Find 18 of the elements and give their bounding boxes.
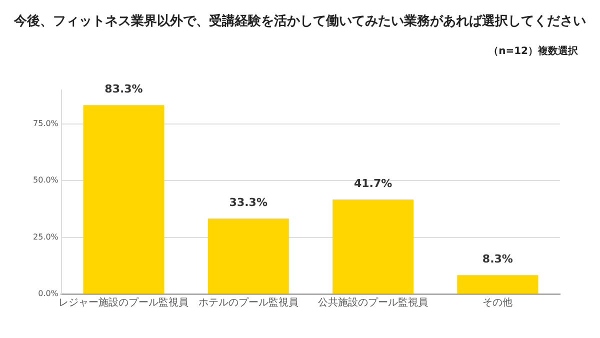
y-tick-label: 50.0%: [32, 176, 59, 185]
data-label: 33.3%: [229, 196, 268, 209]
x-tick-label: 公共施設のプール監視員: [318, 296, 428, 309]
y-tick-label: 25.0%: [32, 232, 59, 242]
y-tick-label: 75.0%: [32, 119, 59, 128]
bar: [83, 105, 164, 294]
bar: [457, 275, 538, 294]
data-label: 83.3%: [104, 82, 143, 96]
chart-subtitle: （n=12）複数選択: [488, 44, 578, 58]
data-label: 8.3%: [482, 252, 513, 266]
chart-title: 今後、フィットネス業界以外で、受講経験を活かして働いてみたい業務があれば選択してください: [12, 12, 587, 30]
y-tick-label: 0.0%: [38, 289, 59, 298]
bar: [332, 199, 414, 294]
bar: [208, 218, 289, 294]
x-tick-label: その他: [482, 296, 513, 309]
data-label: 41.7%: [354, 176, 392, 190]
x-tick-label: レジャー施設のプール監視員: [58, 296, 189, 309]
x-tick-label: ホテルのプール監視員: [198, 296, 298, 309]
